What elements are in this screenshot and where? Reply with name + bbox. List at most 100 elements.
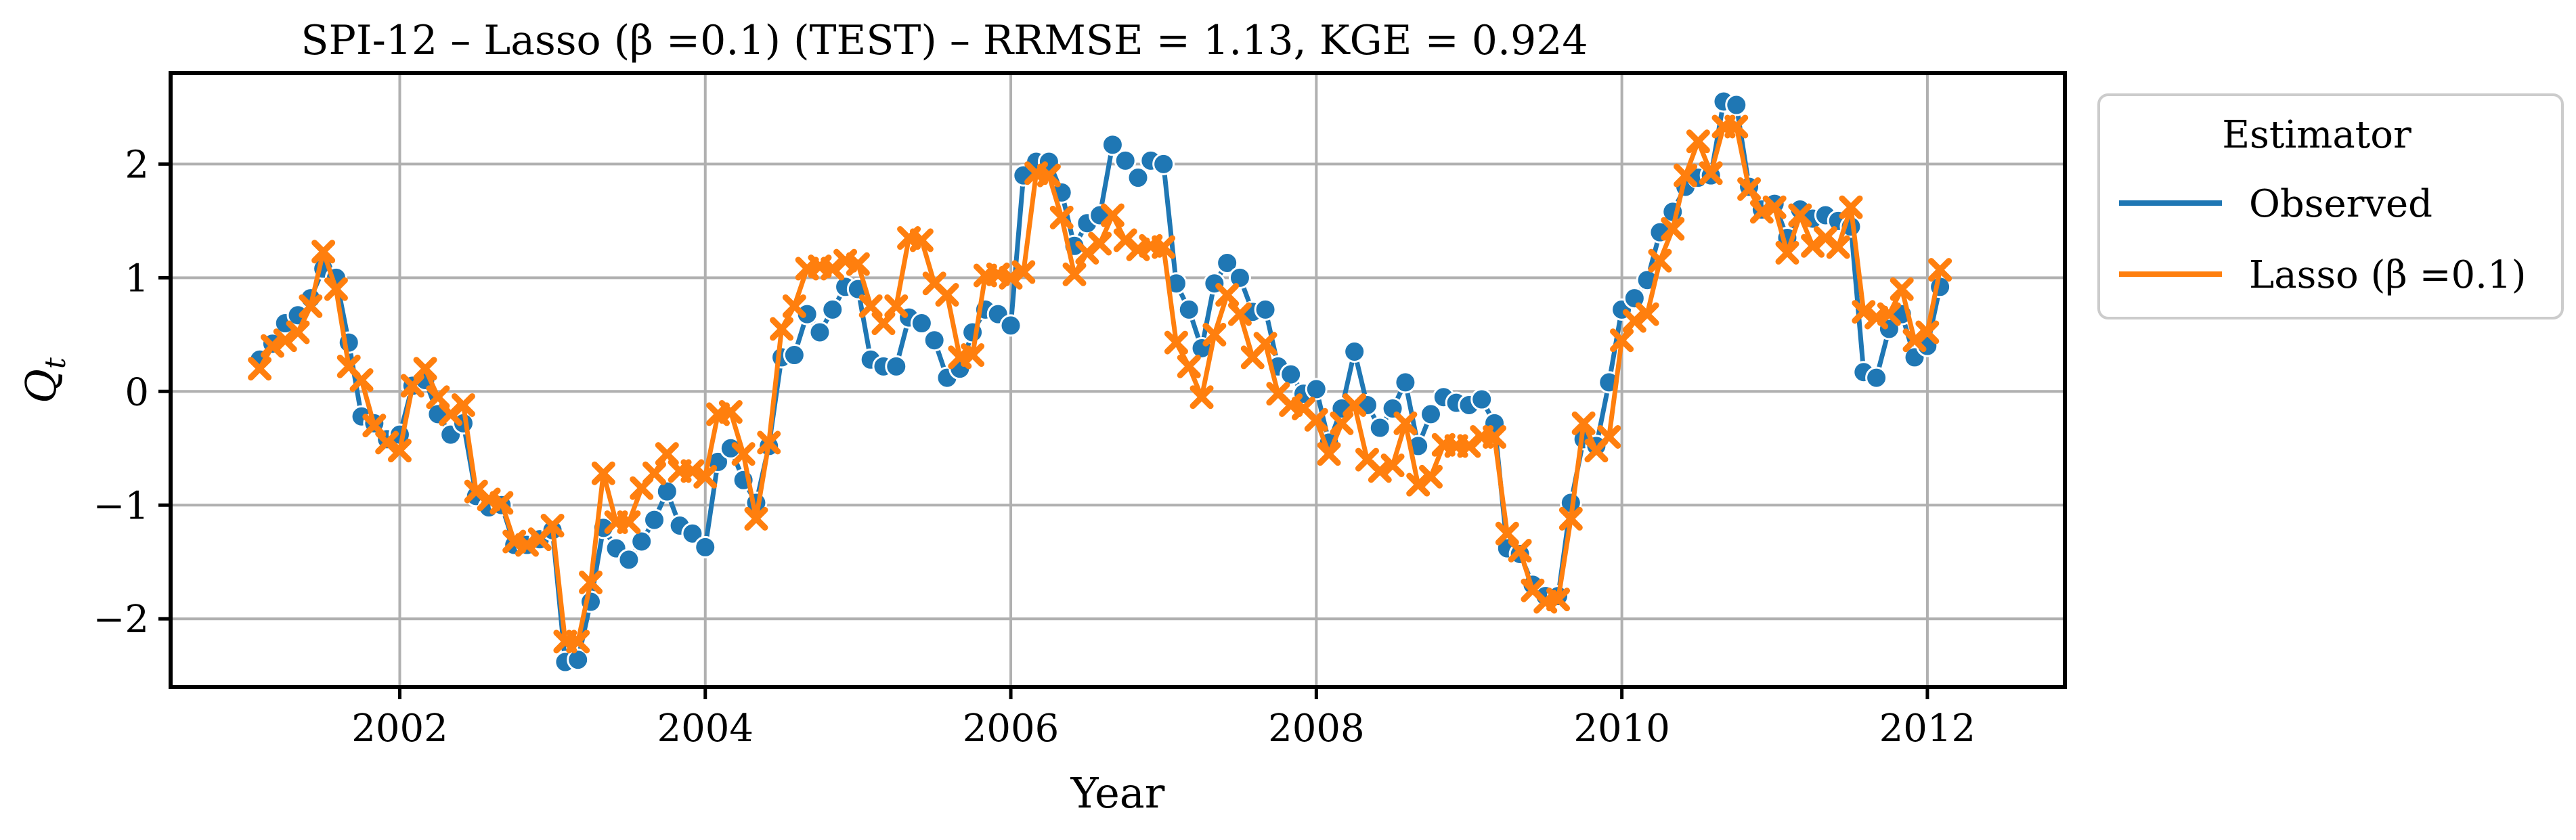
- y-tick-label: 0: [125, 370, 149, 414]
- data-point-observed: [1228, 266, 1251, 289]
- data-point-lasso: [362, 414, 387, 438]
- data-point-lasso: [1419, 464, 1443, 489]
- data-point-observed: [630, 530, 653, 553]
- data-point-observed: [681, 522, 704, 545]
- data-point-observed: [1725, 93, 1748, 116]
- data-point-lasso: [515, 533, 539, 557]
- data-point-lasso: [286, 320, 310, 345]
- x-ticks: 2002 2004 2006 2008 2010 2012: [351, 687, 1975, 751]
- data-point-lasso: [617, 510, 641, 534]
- data-point-lasso: [1368, 459, 1392, 483]
- data-point-lasso: [655, 442, 679, 466]
- y-tick-label: −2: [93, 598, 149, 642]
- data-point-lasso: [1406, 472, 1431, 497]
- data-point-lasso: [464, 479, 488, 504]
- data-point-observed: [1343, 340, 1366, 363]
- data-point-lasso: [1661, 217, 1685, 241]
- series-layer: [248, 90, 1952, 673]
- data-point-lasso: [1227, 302, 1252, 326]
- data-point-lasso: [387, 439, 412, 463]
- data-point-lasso: [1699, 161, 1723, 185]
- grid: [171, 73, 2065, 687]
- data-point-lasso: [1495, 521, 1519, 546]
- data-point-lasso: [349, 368, 374, 392]
- data-point-lasso: [1737, 177, 1762, 201]
- data-point-lasso: [540, 513, 565, 537]
- data-point-lasso: [1762, 195, 1787, 219]
- data-point-lasso: [1686, 129, 1710, 154]
- data-point-observed: [1127, 167, 1150, 190]
- data-point-lasso: [757, 430, 781, 455]
- x-tick-label: 2012: [1879, 707, 1976, 751]
- data-point-lasso: [909, 228, 934, 252]
- y-tick-label: 1: [125, 257, 149, 301]
- data-point-lasso: [1826, 235, 1850, 259]
- data-point-observed: [783, 344, 806, 367]
- data-point-lasso: [1036, 163, 1061, 187]
- data-point-lasso: [1788, 203, 1812, 227]
- data-point-lasso: [248, 357, 272, 381]
- data-point-lasso: [1380, 453, 1405, 477]
- data-point-lasso: [1546, 588, 1571, 612]
- data-point-lasso: [1877, 302, 1901, 326]
- x-tick-label: 2002: [351, 707, 448, 751]
- data-point-lasso: [642, 461, 667, 485]
- data-point-observed: [694, 535, 717, 558]
- data-point-lasso: [718, 400, 743, 424]
- data-point-lasso: [782, 294, 806, 318]
- data-point-lasso: [1508, 538, 1532, 562]
- data-point-observed: [1865, 366, 1888, 389]
- data-point-lasso: [1342, 393, 1367, 417]
- data-point-lasso: [1724, 114, 1749, 139]
- data-point-lasso: [1202, 322, 1227, 347]
- data-point-lasso: [821, 257, 845, 281]
- data-point-lasso: [1189, 385, 1214, 410]
- data-point-lasso: [1062, 262, 1087, 286]
- data-point-lasso: [1100, 203, 1125, 227]
- data-point-observed: [1152, 152, 1175, 175]
- data-point-lasso: [693, 464, 718, 489]
- data-point-lasso: [1801, 234, 1825, 258]
- data-point-lasso: [578, 570, 603, 594]
- data-point-lasso: [1215, 283, 1240, 307]
- x-axis-title: Year: [1070, 768, 1165, 818]
- data-point-lasso: [566, 629, 590, 654]
- data-point-observed: [1101, 133, 1124, 156]
- series-lasso: [248, 114, 1952, 654]
- data-point-lasso: [1902, 328, 1927, 353]
- data-point-observed: [795, 303, 818, 326]
- legend-title: Estimator: [2222, 113, 2411, 157]
- data-point-lasso: [1890, 277, 1914, 301]
- data-point-observed: [999, 314, 1022, 337]
- data-point-lasso: [846, 252, 870, 276]
- data-point-observed: [1470, 388, 1493, 411]
- data-point-lasso: [1852, 300, 1876, 324]
- data-point-lasso: [1253, 332, 1278, 356]
- data-point-observed: [1177, 298, 1200, 321]
- chart-title: SPI-12 – Lasso (β =0.1) (TEST) – RRMSE =…: [301, 17, 1588, 64]
- data-point-lasso: [311, 240, 336, 264]
- data-point-lasso: [413, 357, 437, 381]
- data-point-lasso: [273, 328, 297, 353]
- data-point-lasso: [1049, 205, 1074, 229]
- data-point-lasso: [1775, 240, 1799, 265]
- data-point-lasso: [1393, 411, 1418, 435]
- data-point-lasso: [1088, 231, 1112, 256]
- x-tick-label: 2010: [1573, 707, 1670, 751]
- data-point-lasso: [935, 283, 959, 307]
- data-point-observed: [885, 355, 908, 378]
- data-point-lasso: [680, 459, 705, 483]
- data-point-observed: [821, 298, 844, 321]
- plot-frame: [169, 71, 2067, 689]
- data-point-lasso: [871, 311, 896, 336]
- data-point-observed: [617, 548, 640, 571]
- data-point-lasso: [1011, 260, 1036, 284]
- y-axis-title: Qt: [16, 357, 72, 403]
- data-point-lasso: [731, 442, 756, 466]
- data-point-lasso: [770, 317, 794, 341]
- data-point-lasso: [489, 491, 514, 515]
- data-point-lasso: [1610, 328, 1634, 353]
- data-point-lasso: [1622, 309, 1646, 333]
- data-point-lasso: [591, 461, 615, 485]
